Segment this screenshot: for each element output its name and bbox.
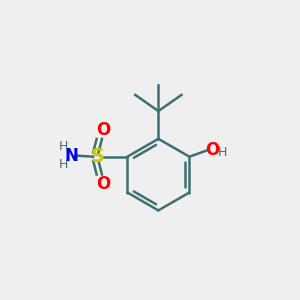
Text: H: H — [218, 146, 227, 159]
Text: O: O — [206, 141, 220, 159]
Text: O: O — [96, 121, 110, 139]
Text: H: H — [58, 140, 68, 153]
Text: N: N — [65, 146, 79, 164]
Text: S: S — [90, 147, 104, 166]
Text: H: H — [58, 158, 68, 171]
Text: O: O — [96, 175, 110, 193]
